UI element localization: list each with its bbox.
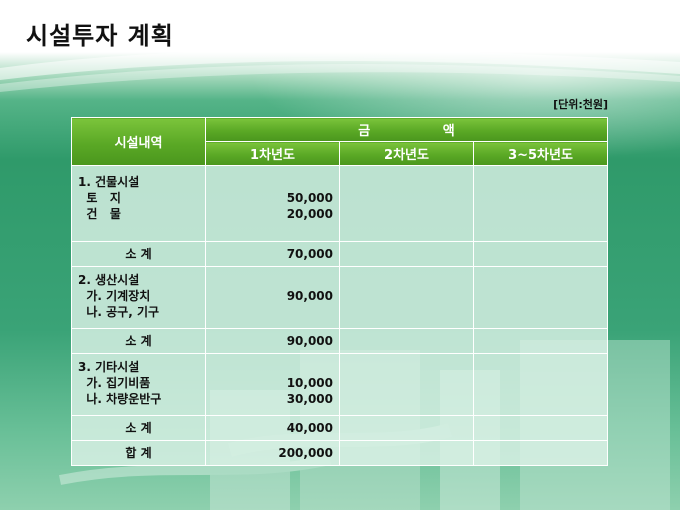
row-amount: 50,000: [286, 191, 333, 205]
row-production-items: 2. 생산시설 가. 기계장치 나. 공구, 기구: [71, 266, 206, 329]
row-amount: [212, 272, 333, 288]
row-amount: [212, 359, 333, 375]
empty-cell: [339, 353, 474, 416]
empty-cell: [473, 440, 608, 466]
subtotal-label: 소 계: [71, 415, 206, 441]
header-year-2: 2차년도: [339, 141, 474, 166]
subtotal-label: 소 계: [71, 328, 206, 354]
row-item-label: 건 물: [78, 207, 121, 221]
empty-cell: [339, 266, 474, 329]
row-item-label: 가. 집기비품: [78, 376, 151, 390]
investment-plan-table: 시설내역 금 액 1차년도 2차년도 3~5차년도 1. 건물시설 토 지 건 …: [71, 117, 608, 466]
header-year-1: 1차년도: [205, 141, 340, 166]
row-amount: [212, 174, 333, 190]
row-item-label: 가. 기계장치: [78, 289, 151, 303]
row-amount: 20,000: [286, 207, 333, 221]
empty-cell: [473, 353, 608, 416]
row-item-label: 1. 건물시설: [78, 175, 140, 189]
row-item-label: 나. 공구, 기구: [78, 305, 160, 319]
background-swoosh: [0, 49, 680, 92]
row-amount: 10,000: [286, 376, 333, 390]
subtotal-amount: 70,000: [205, 241, 340, 267]
empty-cell: [339, 415, 474, 441]
table-row: 소 계 70,000: [71, 241, 608, 267]
empty-cell: [339, 328, 474, 354]
empty-cell: [473, 165, 608, 242]
empty-cell: [339, 165, 474, 242]
row-buildings-amounts: 50,000 20,000: [205, 165, 340, 242]
empty-cell: [339, 241, 474, 267]
page-title: 시설투자 계획: [26, 22, 174, 50]
table-row: 합 계 200,000: [71, 440, 608, 466]
header-amount: 금 액: [205, 117, 608, 142]
table-row: 1. 건물시설 토 지 건 물 50,000 20,000: [71, 165, 608, 242]
header-facility-name: 시설내역: [71, 117, 206, 166]
table-row: 소 계 40,000: [71, 415, 608, 441]
row-amount: 90,000: [286, 289, 333, 303]
row-amount: 30,000: [286, 392, 333, 406]
empty-cell: [473, 266, 608, 329]
row-item-label: 나. 차량운반구: [78, 392, 162, 406]
empty-cell: [339, 440, 474, 466]
row-buildings-items: 1. 건물시설 토 지 건 물: [71, 165, 206, 242]
table-header-row: 시설내역 금 액: [71, 117, 608, 166]
total-label: 합 계: [71, 440, 206, 466]
row-item-label: 토 지: [78, 191, 121, 205]
unit-note: [단위:천원]: [553, 98, 608, 111]
row-other-items: 3. 기타시설 가. 집기비품 나. 차량운반구: [71, 353, 206, 416]
header-year-3-5: 3~5차년도: [473, 141, 608, 166]
empty-cell: [473, 241, 608, 267]
row-production-amounts: 90,000: [205, 266, 340, 329]
subtotal-amount: 40,000: [205, 415, 340, 441]
row-other-amounts: 10,000 30,000: [205, 353, 340, 416]
table-row: 3. 기타시설 가. 집기비품 나. 차량운반구 10,000 30,000: [71, 353, 608, 416]
subtotal-label: 소 계: [71, 241, 206, 267]
empty-cell: [473, 328, 608, 354]
empty-cell: [473, 415, 608, 441]
table-row: 소 계 90,000: [71, 328, 608, 354]
total-amount: 200,000: [205, 440, 340, 466]
row-amount: [212, 304, 333, 320]
table-row: 2. 생산시설 가. 기계장치 나. 공구, 기구 90,000: [71, 266, 608, 329]
table-header-years-row: 1차년도 2차년도 3~5차년도: [72, 141, 608, 166]
subtotal-amount: 90,000: [205, 328, 340, 354]
row-item-label: 2. 생산시설: [78, 273, 140, 287]
row-item-label: 3. 기타시설: [78, 360, 140, 374]
